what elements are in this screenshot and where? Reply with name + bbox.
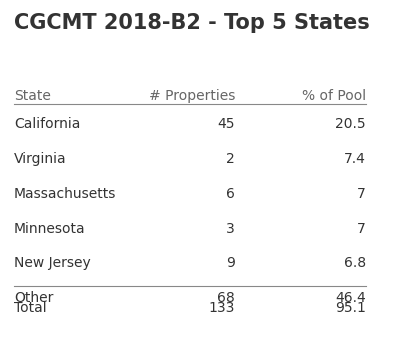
Text: Total: Total — [14, 301, 47, 315]
Text: 6: 6 — [226, 187, 235, 201]
Text: 6.8: 6.8 — [344, 256, 366, 270]
Text: 45: 45 — [218, 117, 235, 131]
Text: 2: 2 — [226, 152, 235, 166]
Text: 95.1: 95.1 — [335, 301, 366, 315]
Text: 133: 133 — [209, 301, 235, 315]
Text: 7: 7 — [357, 187, 366, 201]
Text: Other: Other — [14, 291, 53, 305]
Text: 7: 7 — [357, 221, 366, 236]
Text: New Jersey: New Jersey — [14, 256, 91, 270]
Text: Minnesota: Minnesota — [14, 221, 86, 236]
Text: 9: 9 — [226, 256, 235, 270]
Text: 7.4: 7.4 — [344, 152, 366, 166]
Text: California: California — [14, 117, 80, 131]
Text: 46.4: 46.4 — [335, 291, 366, 305]
Text: CGCMT 2018-B2 - Top 5 States: CGCMT 2018-B2 - Top 5 States — [14, 13, 370, 33]
Text: State: State — [14, 89, 51, 103]
Text: 68: 68 — [217, 291, 235, 305]
Text: % of Pool: % of Pool — [302, 89, 366, 103]
Text: 3: 3 — [226, 221, 235, 236]
Text: # Properties: # Properties — [149, 89, 235, 103]
Text: Virginia: Virginia — [14, 152, 67, 166]
Text: 20.5: 20.5 — [335, 117, 366, 131]
Text: Massachusetts: Massachusetts — [14, 187, 116, 201]
